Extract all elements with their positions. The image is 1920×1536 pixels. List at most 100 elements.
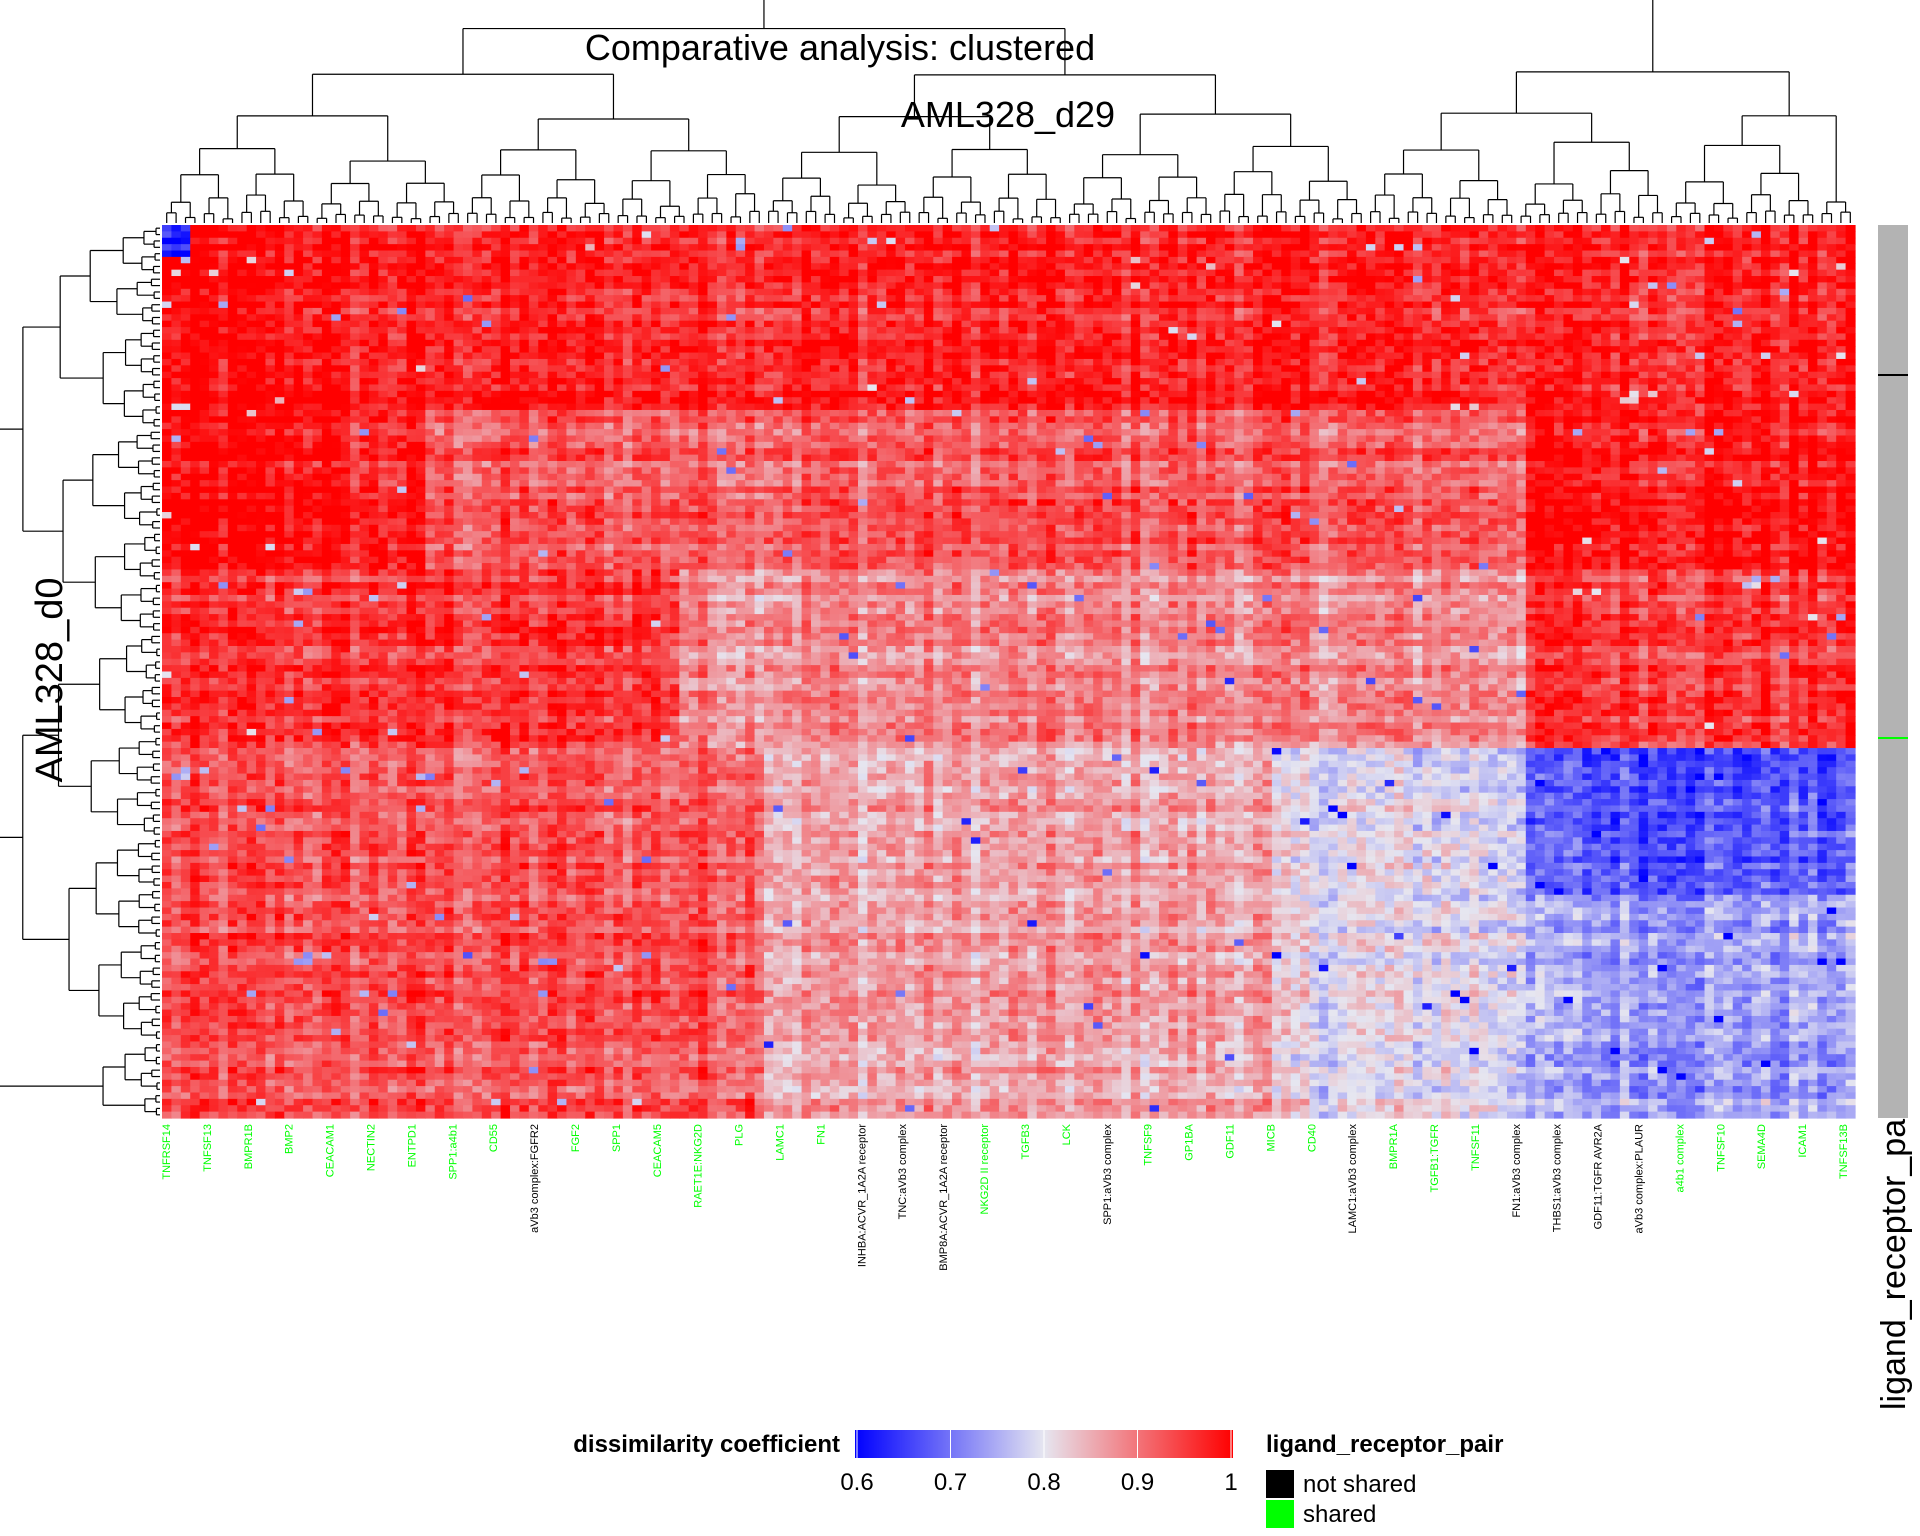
heat-cell [387,263,398,271]
heat-cell [1168,282,1179,290]
heat-cell [1760,250,1771,258]
heat-cell [1008,288,1019,296]
heat-cell [510,276,521,284]
heat-cell [1121,231,1132,239]
heat-cell [1525,231,1536,239]
heat-cell [1836,256,1847,264]
heat-cell [340,256,351,264]
heat-cell [716,288,727,296]
heat-cell [1582,288,1593,296]
heat-cell [1017,231,1028,239]
heat-cell [1591,237,1602,245]
heat-cell [1525,282,1536,290]
heat-cell [1347,295,1358,303]
heat-cell [1008,358,1019,366]
heat-cell [1666,346,1677,354]
heat-cell [980,314,991,322]
heat-cell [1742,358,1753,366]
heat-cell [1375,307,1386,315]
heat-cell [1347,352,1358,360]
heat-cell [1375,327,1386,335]
heat-cell [1046,237,1057,245]
heat-cell [961,295,972,303]
heat-cell [1177,263,1188,271]
heat-cell [1459,288,1470,296]
heat-cell [1384,237,1395,245]
heat-cell [1469,346,1480,354]
heat-cell [538,256,549,264]
heat-cell [632,295,643,303]
heat-cell [415,320,426,328]
heat-cell [585,365,596,373]
heat-cell [895,346,906,354]
heat-cell [1384,263,1395,271]
heat-cell [1140,225,1151,232]
heat-cell [331,339,342,347]
heat-cell [312,307,323,315]
heat-cell [632,231,643,239]
heat-cell [218,263,229,271]
heat-cell [303,256,314,264]
heat-cell [1713,339,1724,347]
heat-cell [1271,358,1282,366]
heat-cell [472,269,483,277]
heat-cell [256,333,267,341]
heat-cell [547,301,558,309]
heat-cell [312,276,323,284]
heat-cell [462,295,473,303]
heat-cell [1253,320,1264,328]
heat-cell [444,244,455,252]
heat-cell [1093,295,1104,303]
heat-cell [754,314,765,322]
heat-cell [350,339,361,347]
heat-cell [227,320,238,328]
heat-cell [1196,295,1207,303]
heat-cell [1478,314,1489,322]
heat-cell [1149,352,1160,360]
heat-cell [256,358,267,366]
heat-cell [1836,314,1847,322]
heat-cell [585,276,596,284]
heat-cell [1760,339,1771,347]
heat-cell [359,225,370,232]
heat-cell [1140,250,1151,258]
heat-cell [1685,256,1696,264]
heat-cell [378,307,389,315]
heat-cell [209,358,220,366]
heat-cell [1158,358,1169,366]
heat-cell [209,346,220,354]
heat-cell [952,250,963,258]
heat-cell [1300,231,1311,239]
heat-cell [604,225,615,232]
heat-cell [1121,339,1132,347]
heat-cell [651,314,662,322]
heat-cell [1441,314,1452,322]
heat-cell [575,320,586,328]
heat-cell [510,339,521,347]
heat-cell [669,320,680,328]
heat-cell [942,269,953,277]
heat-cell [1149,320,1160,328]
heat-cell [237,276,248,284]
heat-cell [557,365,568,373]
heat-cell [914,269,925,277]
heat-cell [1478,295,1489,303]
heat-cell [1685,269,1696,277]
heat-cell [1789,339,1800,347]
heat-cell [528,307,539,315]
heat-cell [1149,276,1160,284]
heat-cell [905,250,916,258]
heat-cell [1591,244,1602,252]
heat-cell [1535,269,1546,277]
heat-cell [1770,307,1781,315]
heat-cell [1234,301,1245,309]
heat-cell [1093,225,1104,232]
heat-cell [1102,346,1113,354]
heat-cell [745,250,756,258]
heat-cell [886,256,897,264]
heat-cell [1582,346,1593,354]
heat-cell [472,320,483,328]
heat-cell [1243,346,1254,354]
heat-cell [444,346,455,354]
heat-cell [237,352,248,360]
